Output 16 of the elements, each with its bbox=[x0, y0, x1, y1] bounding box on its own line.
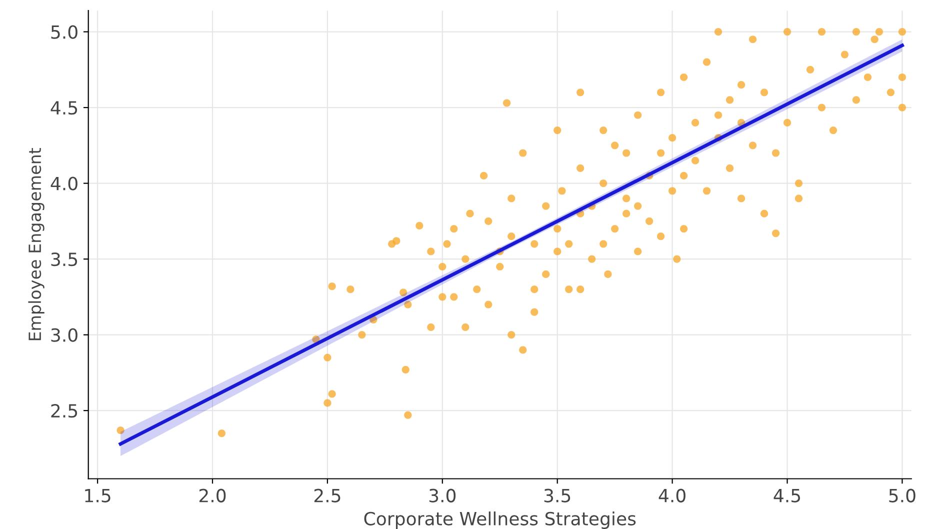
x-tick-label: 3.0 bbox=[429, 488, 456, 502]
x-tick-label: 2.5 bbox=[314, 488, 340, 502]
y-tick-label: 2.5 bbox=[51, 404, 78, 418]
y-tick-label: 4.0 bbox=[50, 176, 78, 190]
x-tick-label: 2.0 bbox=[199, 488, 226, 502]
y-tick-label: 5.0 bbox=[51, 25, 78, 39]
x-tick-label: 4.5 bbox=[774, 489, 800, 502]
x-tick-label: 3.5 bbox=[544, 488, 570, 502]
y-tick-label: 4.5 bbox=[50, 101, 78, 115]
x-tick-label: 4.0 bbox=[658, 488, 686, 502]
y-axis-title: Employee Engagement bbox=[28, 148, 44, 340]
x-tick-label: 5.0 bbox=[889, 488, 916, 502]
y-tick-label: 3.5 bbox=[51, 252, 78, 266]
y-tick-label: 3.0 bbox=[51, 328, 78, 342]
x-axis-title: Corporate Wellness Strategies bbox=[364, 511, 636, 529]
x-tick-label: 1.5 bbox=[85, 489, 110, 502]
